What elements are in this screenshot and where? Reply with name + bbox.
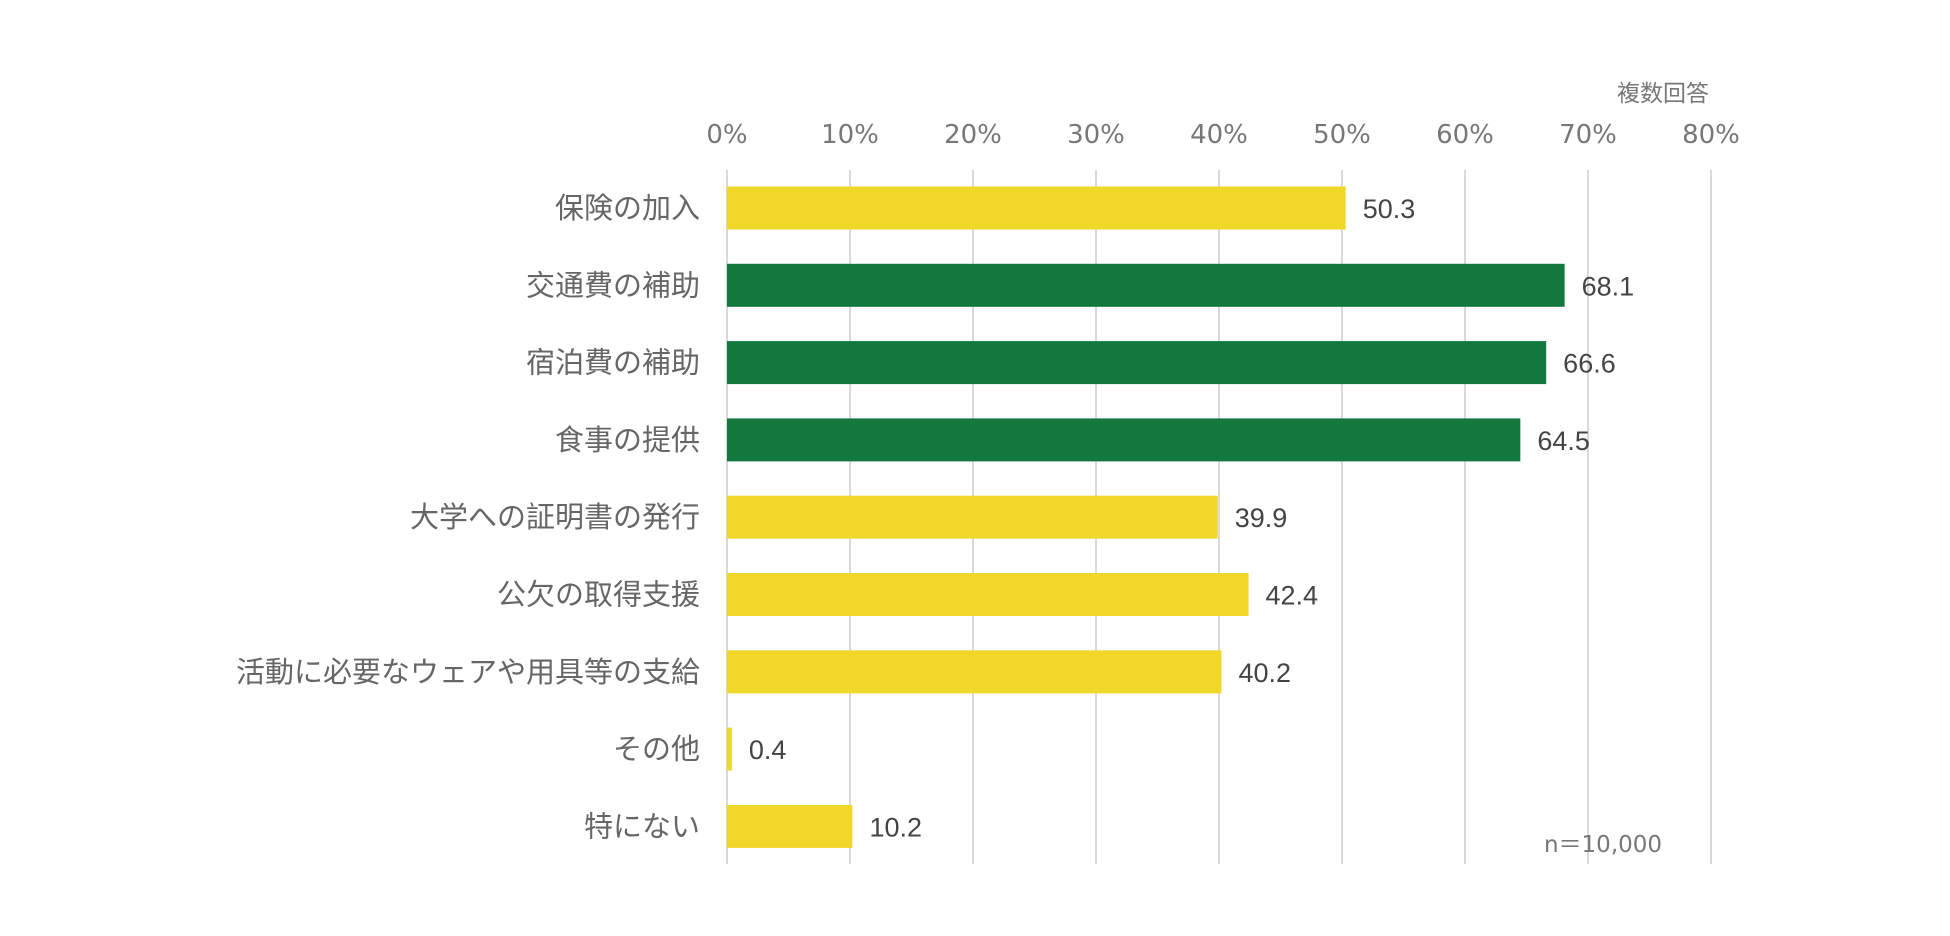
value-label: 0.4 [749,735,787,765]
bar [727,341,1547,385]
category-label: 宿泊費の補助 [526,346,700,380]
x-tick-label: 0% [706,120,747,150]
category-label: 食事の提供 [555,423,700,457]
x-tick-label: 30% [1067,120,1125,150]
bar [727,418,1521,462]
labels: 0% 10% 20% 30% 40% 50% 60% 70% 80% 保険の加入 50.3 交通費の補… [236,120,1740,843]
category-label: 活動に必要なウェアや用具等の支給 [236,655,700,689]
value-label: 42.4 [1266,581,1319,611]
bar [727,650,1222,694]
bar [727,186,1346,230]
x-tick-label: 40% [1190,120,1248,150]
value-label: 10.2 [869,812,922,842]
value-label: 66.6 [1563,349,1616,379]
value-label: 40.2 [1238,658,1291,688]
value-label: 39.9 [1235,503,1288,533]
category-label: 交通費の補助 [526,268,700,302]
value-label: 50.3 [1363,194,1416,224]
category-label: その他 [613,732,700,766]
x-tick-label: 70% [1559,120,1617,150]
x-tick-label: 60% [1436,120,1494,150]
bar [727,495,1218,539]
bar [727,263,1565,307]
category-label: 公欠の取得支援 [497,578,700,612]
x-tick-label: 10% [821,120,879,150]
note-sample-size: n＝10,000 [1544,832,1662,858]
x-tick-label: 50% [1313,120,1371,150]
note-multiple-answers: 複数回答 [1617,81,1709,107]
x-tick-label: 20% [944,120,1002,150]
bars [727,186,1565,848]
category-label: 大学への証明書の発行 [410,500,700,534]
category-label: 特にない [584,809,700,843]
bar [727,573,1249,616]
bar [727,804,853,848]
bar [727,727,732,771]
x-tick-label: 80% [1682,120,1740,150]
value-label: 68.1 [1582,271,1635,301]
category-label: 保険の加入 [555,191,700,225]
value-label: 64.5 [1537,426,1590,456]
